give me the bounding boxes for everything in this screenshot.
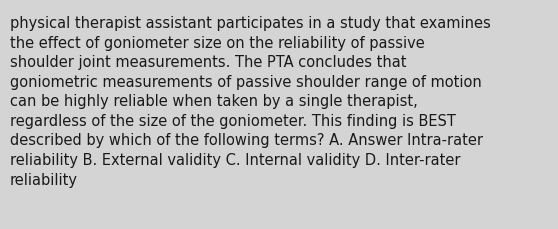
Text: physical therapist assistant participates in a study that examines
the effect of: physical therapist assistant participate… [10,16,491,187]
